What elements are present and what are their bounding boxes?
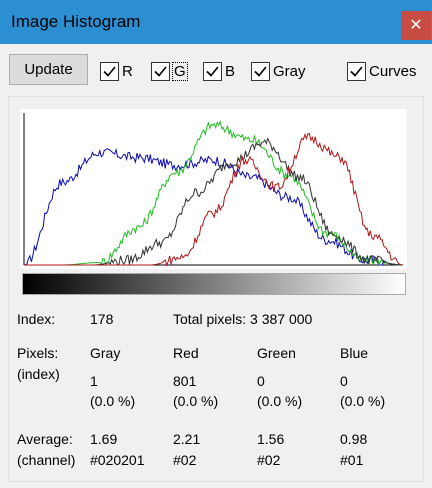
- check-icon: [251, 61, 270, 81]
- checkbox-b-label: B: [225, 62, 236, 80]
- histogram-series-3: [24, 132, 404, 267]
- pixel-count-gray: 1: [90, 373, 98, 389]
- checkbox-r-label: R: [122, 62, 133, 80]
- average-label: Average:: [17, 431, 73, 447]
- index-label: Index:: [17, 311, 56, 327]
- hex-red: #02: [173, 452, 197, 468]
- average-green: 1.56: [257, 431, 285, 447]
- average-red: 2.21: [173, 431, 201, 447]
- checkbox-g-label: G: [172, 61, 188, 81]
- grayscale-gradient-bar: [22, 273, 406, 295]
- checkbox-gray-label: Gray: [273, 62, 306, 80]
- update-button[interactable]: Update: [9, 54, 88, 85]
- average-channel-label: (channel): [17, 452, 76, 468]
- col-header-blue: Blue: [340, 345, 369, 361]
- checkbox-r[interactable]: R: [100, 60, 133, 82]
- average-blue: 0.98: [340, 431, 368, 447]
- hex-blue: #01: [340, 452, 364, 468]
- hex-gray: #020201: [90, 452, 145, 468]
- title-bar: Image Histogram ✕: [0, 0, 432, 44]
- col-header-green: Green: [257, 345, 296, 361]
- average-gray: 1.69: [90, 431, 118, 447]
- toolbar: Update R G B Gray Curves: [0, 44, 432, 96]
- pixel-percent-gray: (0.0 %): [90, 393, 136, 409]
- index-value: 178: [90, 311, 114, 327]
- hex-green: #02: [257, 452, 281, 468]
- pixel-percent-blue: (0.0 %): [340, 393, 386, 409]
- histogram-series-1: [24, 119, 403, 267]
- histogram-chart: [20, 109, 407, 269]
- col-header-red: Red: [173, 345, 199, 361]
- checkbox-gray[interactable]: Gray: [251, 60, 306, 82]
- close-icon: ✕: [409, 17, 423, 34]
- checkbox-curves-label: Curves: [369, 62, 417, 80]
- histogram-panel: [8, 96, 424, 482]
- col-header-gray: Gray: [90, 345, 121, 361]
- pixels-index-label: (index): [17, 366, 60, 382]
- pixel-count-green: 0: [257, 373, 265, 389]
- pixel-count-blue: 0: [340, 373, 348, 389]
- total-pixels: Total pixels: 3 387 000: [173, 311, 313, 327]
- pixels-label: Pixels:: [17, 345, 59, 361]
- check-icon: [203, 61, 222, 81]
- check-icon: [151, 61, 170, 81]
- pixel-count-red: 801: [173, 373, 197, 389]
- check-icon: [347, 61, 366, 81]
- checkbox-b[interactable]: B: [203, 60, 235, 82]
- pixel-percent-green: (0.0 %): [257, 393, 303, 409]
- close-button[interactable]: ✕: [401, 11, 431, 40]
- checkbox-g[interactable]: G: [151, 60, 188, 82]
- histogram-series-0: [23, 147, 403, 266]
- pixel-percent-red: (0.0 %): [173, 393, 219, 409]
- check-icon: [100, 61, 119, 81]
- checkbox-curves[interactable]: Curves: [347, 60, 417, 82]
- window-title: Image Histogram: [11, 12, 141, 31]
